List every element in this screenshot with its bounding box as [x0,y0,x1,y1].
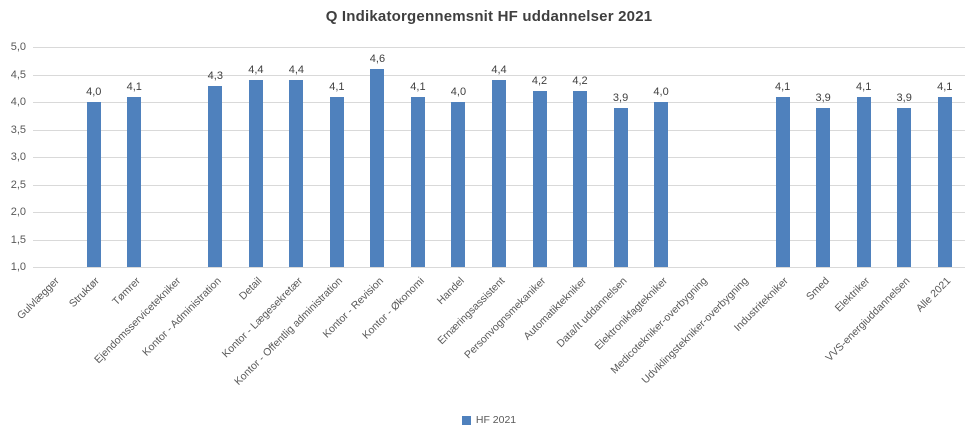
bar-value-label: 4,6 [369,53,386,65]
y-axis-tick-label: 4,0 [10,96,26,108]
bar-value-label: 3,9 [815,91,831,104]
y-axis-tick-label: 2,5 [10,178,26,191]
category-slot: 4,1 Elektriker [833,47,884,315]
category-slot: 4,0 Elektronikfagtekniker [592,47,682,352]
category-slot: 4,0 Struktør [67,47,115,310]
bar [532,91,547,267]
legend: HF 2021 [0,414,978,426]
bar-value-label: 4,4 [491,64,507,76]
x-axis-tick-label: Kontor - Administration [140,275,224,359]
plot-area: 5,0 4,5 4,0 3,5 3,0 2,5 2,0 1,5 1,0 Gulvlægger 4,0… [11,41,965,388]
category-slot: Gulvlægger [15,47,74,322]
gridline [33,47,965,48]
y-axis-tick-label: 5,0 [10,41,26,53]
bar [370,69,385,267]
bar [816,107,831,267]
category-slot: 3,9 Data/It uddannelsen [554,47,641,350]
bar [937,96,952,267]
bar-value-label: 4,1 [774,80,791,93]
gridline [33,267,965,268]
bar-value-label: 4,1 [937,80,953,93]
bar [127,96,142,267]
bar-value-label: 4,4 [288,64,305,76]
category-slot: 4,0 Handel [435,47,479,307]
category-slot: Udviklingstekniker-overbygning [639,47,763,386]
bar-value-label: 4,1 [126,80,142,93]
bar [491,80,506,267]
x-axis-tick-label: Tømrer [109,275,143,308]
y-axis-tick-label: 4,5 [10,68,26,81]
y-axis-tick-label: 1,5 [10,233,26,246]
y-axis-tick-label: 3,0 [10,151,26,163]
category-slot: 3,9 Smed [803,47,844,303]
x-axis-tick-label: VVS-energiuddannelsen [823,275,913,364]
bar [654,102,669,267]
gridline [33,74,965,76]
x-axis-tick-label: Handel [434,275,467,308]
category-slot: Ejendomsservicetekniker [92,47,196,366]
category-slot: 4,4 Kontor - Lægesekretær [220,47,317,360]
bar-value-label: 4,0 [653,86,669,98]
category-slot: Medicotekniker-overbygning [609,47,722,376]
category-slot: 4,2 Personvognsmekaniker [462,47,560,361]
bar [289,80,304,267]
bar-value-label: 4,1 [329,80,345,93]
bar [775,96,790,267]
x-axis-tick-label: Data/It uddannelsen [554,275,630,350]
bar-value-label: 4,3 [207,69,223,82]
x-axis-tick-label: Personvognsmekaniker [461,275,549,362]
bar [856,96,871,267]
bar-value-label: 4,1 [410,80,426,93]
x-axis-tick-label: Elektriker [832,275,873,315]
bar-value-label: 4,1 [856,80,872,93]
category-slot: 4,1 Kontor - Økonomi [360,47,439,342]
category-slot: 4,1 Kontor - Offentlig administration [233,47,358,388]
bar [410,96,425,267]
bar-value-label: 4,0 [86,86,102,98]
category-slot: 4,6 Kontor - Revision [320,47,398,340]
category-slot: 4,4 Ernæringsassistent [435,47,520,347]
bar-value-label: 3,9 [896,91,912,104]
bar [897,107,912,267]
chart-title: Q Indikatorgennemsnit HF uddannelser 202… [325,8,653,25]
bar [573,91,588,267]
x-axis-tick-label: Alle 2021 [913,275,954,315]
legend-swatch-icon [461,415,471,425]
x-axis-tick-label: Gulvlægger [14,275,62,322]
bar [208,85,223,267]
category-slot: 4,1 Tømrer [110,47,155,308]
bar-value-label: 4,0 [450,86,467,98]
y-axis-tick-label: 2,0 [10,206,26,218]
bar-value-label: 4,2 [531,75,548,87]
bar [451,102,466,267]
bar [86,102,101,267]
bar [329,96,344,267]
bar-value-label: 4,2 [572,75,588,87]
category-slot: 4,3 Kontor - Administration [140,47,236,359]
x-axis-tick-label: Elektronikfagtekniker [592,275,670,353]
x-axis-tick-label: Detail [236,275,265,303]
bar [248,80,263,267]
x-axis-tick-label: Struktør [67,275,103,310]
legend-label: HF 2021 [475,414,517,426]
y-axis-tick-label: 1,0 [10,261,26,273]
category-slot: 4,4 Detail [236,47,277,302]
category-slot: 4,1 Industritekniker [732,47,803,334]
category-slot: 3,9 VVS-energiuddannelsen [824,47,925,364]
category-slot: 4,1 Alle 2021 [914,47,965,315]
y-axis-tick-label: 3,5 [10,123,26,136]
bar [613,107,628,267]
bar-value-label: 3,9 [612,91,629,104]
category-slot: 4,2 Automatiktekniker [521,47,601,342]
x-axis-tick-label: Smed [803,275,832,303]
bar-value-label: 4,4 [248,64,264,76]
